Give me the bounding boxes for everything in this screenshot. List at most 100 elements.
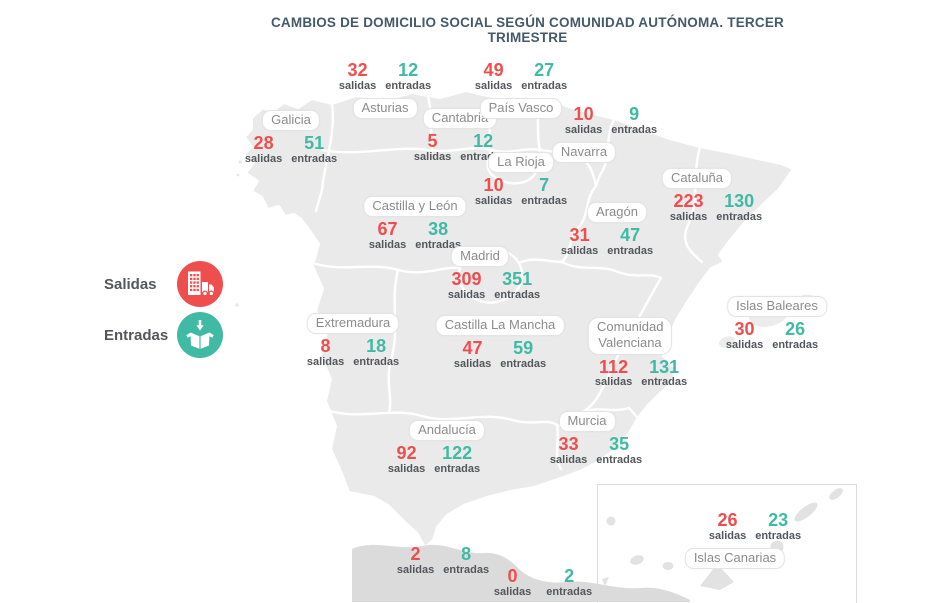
- salidas-value: 309: [451, 269, 482, 290]
- region-ceuta: 2 salidas 8 entradas: [397, 545, 489, 577]
- region-label-pill: País Vasco: [479, 97, 563, 119]
- entradas-caption: entradas: [521, 79, 568, 92]
- region-islas-baleares: Islas Baleares 30 salidas 26 entradas: [722, 296, 827, 352]
- salidas-value: 0: [507, 566, 518, 586]
- salidas-value: 47: [462, 338, 483, 359]
- salidas-value: 33: [558, 434, 579, 455]
- legend-salidas-label: Salidas: [104, 275, 157, 293]
- entradas-caption: entradas: [641, 376, 688, 389]
- entradas-caption: entradas: [353, 356, 400, 369]
- legend-row-salidas: Salidas: [104, 260, 224, 308]
- salidas-caption: salidas: [244, 153, 283, 166]
- region-label-pill: Galicia: [262, 110, 320, 132]
- salidas-caption: salidas: [447, 289, 486, 302]
- region-label-pill: Cataluña: [661, 168, 733, 190]
- region-label-pill: Comunidad Valenciana: [587, 317, 672, 355]
- region-comunidad-valenciana: Comunidad Valenciana 112 salidas 131 entra…: [587, 317, 688, 389]
- salidas-caption: salidas: [549, 454, 588, 467]
- entradas-value: 7: [539, 175, 550, 196]
- region-label-pill: Aragón: [587, 202, 647, 224]
- entradas-value: 27: [534, 60, 555, 80]
- salidas-caption: salidas: [338, 79, 377, 92]
- salidas-caption: salidas: [453, 358, 492, 371]
- region-label-pill: Andalucía: [409, 420, 485, 442]
- entradas-value: 9: [629, 104, 640, 124]
- entradas-caption: entradas: [607, 245, 654, 258]
- legend-row-entradas: Entradas: [104, 311, 224, 359]
- atlantic-islets: [235, 160, 242, 307]
- entradas-value: 8: [461, 544, 472, 564]
- region-label-pill: Asturias: [352, 97, 418, 119]
- salidas-value: 5: [427, 131, 438, 152]
- entradas-value: 2: [564, 566, 575, 586]
- region-navarra: Navarra 10 salidas 9 entradas: [551, 104, 658, 163]
- canarias-inset-box: [597, 484, 857, 603]
- region-cataluna: Cataluña 223 salidas 130 entradas: [661, 168, 762, 224]
- entradas-value: 351: [502, 269, 533, 290]
- salidas-value: 8: [320, 336, 331, 357]
- entradas-caption: entradas: [500, 358, 547, 371]
- entradas-value: 59: [513, 338, 534, 359]
- entradas-caption: entradas: [521, 195, 568, 208]
- africa-coast-shape: [352, 544, 690, 602]
- entradas-value: 12: [473, 131, 494, 152]
- salidas-caption: salidas: [725, 339, 764, 352]
- salidas-value: 2: [410, 544, 421, 564]
- region-castilla-y-leon: Castilla y León 67 salidas 38 entradas: [363, 196, 467, 252]
- region-la-rioja: La Rioja 10 salidas 7 entradas: [475, 152, 567, 208]
- region-islas-canarias: Islas Canarias 26 salidas 23 entradas: [684, 510, 805, 569]
- entradas-value: 12: [398, 60, 419, 80]
- open-box-icon: [177, 312, 223, 358]
- region-andalucia: Andalucía 92 salidas 122 entradas: [387, 420, 485, 476]
- legend-entradas-label: Entradas: [104, 326, 169, 344]
- region-label-pill: Islas Baleares: [727, 296, 827, 318]
- region-melilla: 0 salidas 2 entradas: [494, 567, 592, 599]
- entradas-caption: entradas: [494, 289, 541, 302]
- salidas-value: 30: [734, 319, 755, 340]
- entradas-value: 18: [366, 336, 387, 357]
- salidas-value: 112: [599, 356, 629, 377]
- entradas-value: 23: [768, 510, 789, 530]
- entradas-caption: entradas: [291, 153, 338, 166]
- region-label-pill: La Rioja: [488, 152, 554, 174]
- entradas-value: 131: [649, 356, 680, 377]
- region-label-pill: Cantabria: [422, 108, 498, 130]
- region-label-pill: Extremadura: [306, 313, 400, 335]
- salidas-caption: salidas: [474, 79, 513, 92]
- salidas-caption: salidas: [396, 563, 435, 576]
- salidas-caption: salidas: [708, 529, 747, 542]
- salidas-value: 67: [377, 219, 398, 240]
- region-pais-vasco: País Vasco 49 salidas 27 entradas: [475, 61, 567, 119]
- salidas-caption: salidas: [594, 376, 633, 389]
- region-label-pill: Navarra: [551, 141, 617, 163]
- salidas-caption: salidas: [564, 123, 603, 136]
- page-title: CAMBIOS DE DOMICILIO SOCIAL SEGÚN COMUNI…: [270, 15, 784, 45]
- region-label-pill: Madrid: [451, 246, 509, 268]
- region-label-pill: Castilla y León: [363, 196, 467, 218]
- salidas-value: 10: [483, 175, 504, 196]
- salidas-caption: salidas: [493, 585, 532, 598]
- region-castilla-la-mancha: Castilla La Mancha 47 salidas 59 entradas: [435, 315, 565, 371]
- salidas-value: 10: [573, 104, 594, 124]
- salidas-value: 49: [483, 60, 504, 80]
- entradas-caption: entradas: [385, 79, 432, 92]
- entradas-value: 35: [609, 434, 630, 455]
- salidas-caption: salidas: [474, 195, 513, 208]
- salidas-value: 31: [569, 225, 590, 246]
- salidas-caption: salidas: [387, 463, 426, 476]
- region-asturias: Asturias 32 salidas 12 entradas: [339, 61, 431, 119]
- salidas-value: 92: [396, 443, 417, 464]
- salidas-caption: salidas: [306, 356, 345, 369]
- region-label-pill: Castilla La Mancha: [435, 315, 565, 337]
- entradas-caption: entradas: [611, 123, 658, 136]
- salidas-value: 26: [717, 510, 738, 530]
- entradas-caption: entradas: [443, 563, 490, 576]
- entradas-caption: entradas: [546, 585, 593, 598]
- region-label-pill: Murcia: [558, 411, 616, 433]
- entradas-caption: entradas: [434, 463, 481, 476]
- entradas-caption: entradas: [415, 239, 462, 252]
- salidas-caption: salidas: [669, 211, 708, 224]
- region-aragon: Aragón 31 salidas 47 entradas: [561, 202, 653, 258]
- salidas-value: 32: [347, 60, 368, 80]
- entradas-value: 130: [724, 191, 755, 212]
